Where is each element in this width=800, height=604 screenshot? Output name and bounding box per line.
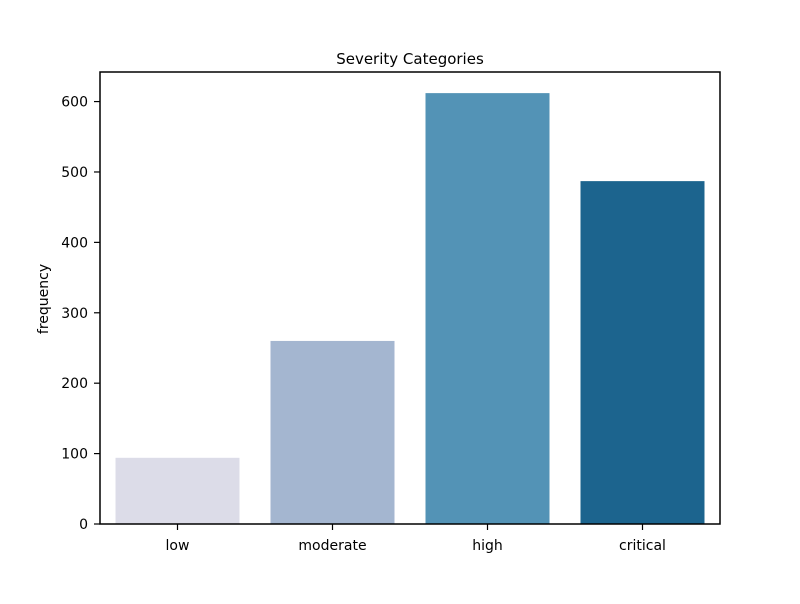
y-tick-label-400: 400 <box>61 235 88 251</box>
x-tick-label-high: high <box>472 538 503 554</box>
chart-title: Severity Categories <box>336 50 484 68</box>
plot-frame <box>99 71 721 525</box>
bar-high <box>425 93 550 525</box>
y-tick-label-0: 0 <box>79 517 88 533</box>
y-tick-label-600: 600 <box>61 95 88 111</box>
bar-critical <box>580 181 705 524</box>
x-tick-label-low: low <box>166 538 190 554</box>
y-axis: 0 100 200 300 400 500 600 <box>61 95 100 533</box>
x-tick-label-critical: critical <box>619 538 666 554</box>
x-tick-label-moderate: moderate <box>298 538 366 554</box>
bar-moderate <box>270 340 395 524</box>
y-axis-title: frequency <box>36 264 52 334</box>
bars-layer <box>115 93 705 525</box>
bar-low <box>115 457 240 524</box>
x-axis: low moderate high critical <box>166 524 666 554</box>
y-tick-label-200: 200 <box>61 376 88 392</box>
y-tick-label-500: 500 <box>61 165 88 181</box>
y-tick-label-100: 100 <box>61 447 88 463</box>
y-tick-label-300: 300 <box>61 306 88 322</box>
